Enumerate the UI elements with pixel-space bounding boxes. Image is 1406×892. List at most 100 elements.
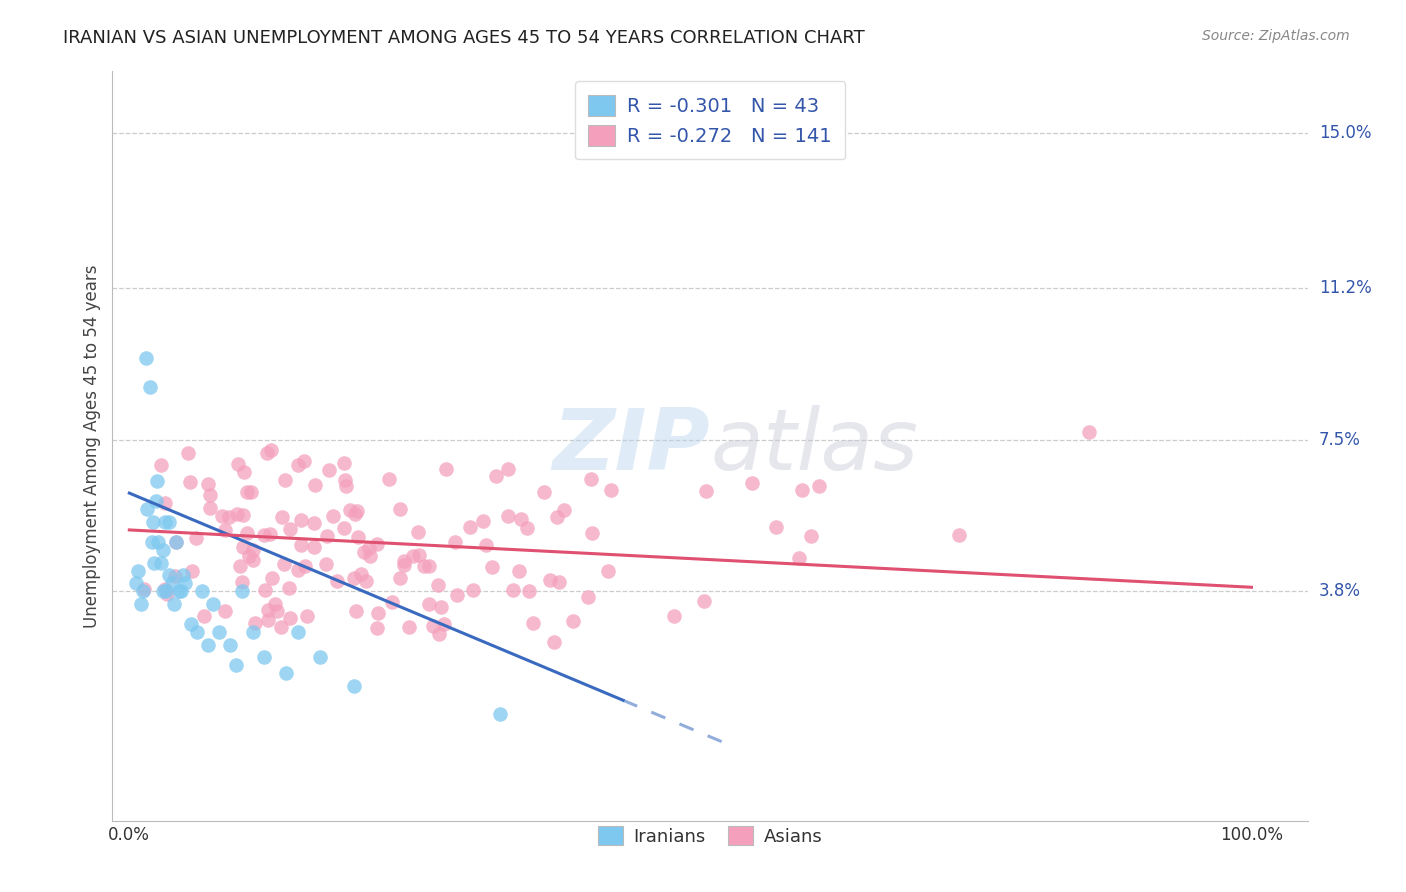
Point (156, 587, 179, 601)
Point (502, 583, 524, 598)
Point (253, 649, 276, 664)
Point (141, 535, 163, 549)
Point (485, 468, 508, 483)
Point (219, 638, 242, 652)
Point (553, 503, 575, 517)
Point (197, 638, 219, 652)
Point (1077, 425, 1099, 439)
Point (333, 456, 356, 470)
Point (418, 558, 440, 573)
Point (290, 513, 312, 527)
Point (315, 557, 337, 571)
Text: 7.5%: 7.5% (1319, 431, 1361, 449)
Point (481, 560, 503, 574)
Point (546, 510, 568, 524)
Point (418, 597, 440, 611)
Point (292, 454, 315, 468)
Point (271, 509, 294, 524)
Point (422, 619, 444, 633)
Point (790, 483, 813, 498)
Legend: Iranians, Asians: Iranians, Asians (591, 819, 830, 853)
Point (434, 462, 457, 476)
Point (695, 483, 717, 498)
Text: 11.2%: 11.2% (1319, 279, 1371, 297)
Point (153, 495, 176, 509)
Text: Source: ZipAtlas.com: Source: ZipAtlas.com (1202, 29, 1350, 43)
Point (287, 625, 309, 640)
Point (142, 515, 165, 529)
Point (516, 521, 538, 535)
Point (132, 584, 155, 599)
Point (134, 582, 156, 596)
Text: 3.8%: 3.8% (1319, 582, 1361, 600)
Point (138, 379, 160, 393)
Point (193, 609, 215, 624)
Point (343, 571, 366, 585)
Point (226, 507, 249, 521)
Point (304, 516, 326, 531)
Point (377, 472, 399, 486)
Point (357, 541, 380, 555)
Text: IRANIAN VS ASIAN UNEMPLOYMENT AMONG AGES 45 TO 54 YEARS CORRELATION CHART: IRANIAN VS ASIAN UNEMPLOYMENT AMONG AGES… (63, 29, 865, 46)
Point (218, 509, 240, 524)
Point (273, 473, 295, 487)
Point (149, 458, 172, 472)
Point (354, 574, 377, 588)
Point (233, 466, 256, 480)
Point (344, 507, 367, 521)
Point (333, 473, 356, 487)
Point (186, 531, 208, 545)
Point (149, 556, 172, 570)
Point (197, 477, 219, 491)
Point (152, 584, 174, 599)
Point (304, 478, 326, 492)
Point (287, 458, 309, 472)
Point (662, 608, 685, 623)
Point (257, 603, 280, 617)
Point (294, 559, 316, 574)
Point (302, 541, 325, 555)
Point (254, 582, 277, 597)
Point (427, 627, 450, 641)
Point (446, 589, 468, 603)
Point (256, 446, 278, 460)
Point (266, 604, 288, 618)
Point (522, 616, 544, 631)
Point (276, 666, 298, 681)
Point (392, 554, 415, 568)
Point (543, 634, 565, 648)
Point (346, 504, 368, 518)
Point (458, 519, 481, 533)
Point (157, 568, 180, 582)
Point (412, 559, 434, 574)
Point (388, 571, 411, 585)
Point (226, 457, 249, 471)
Point (581, 526, 603, 541)
Point (225, 658, 247, 673)
Point (548, 575, 571, 590)
Point (143, 556, 166, 570)
Point (231, 540, 253, 554)
Point (253, 528, 276, 542)
Point (257, 613, 280, 627)
Point (367, 606, 389, 620)
Point (318, 463, 340, 477)
Point (163, 568, 186, 582)
Point (538, 574, 561, 588)
Point (309, 649, 332, 664)
Point (765, 519, 787, 533)
Point (235, 525, 257, 540)
Point (229, 559, 252, 574)
Point (741, 476, 763, 491)
Point (153, 582, 176, 596)
Point (496, 508, 519, 523)
Point (406, 524, 429, 539)
Point (245, 616, 267, 631)
Point (463, 583, 485, 598)
Point (174, 576, 197, 591)
Point (179, 475, 201, 489)
Point (366, 621, 388, 635)
Point (474, 538, 496, 552)
Point (163, 597, 186, 611)
Point (191, 584, 214, 599)
